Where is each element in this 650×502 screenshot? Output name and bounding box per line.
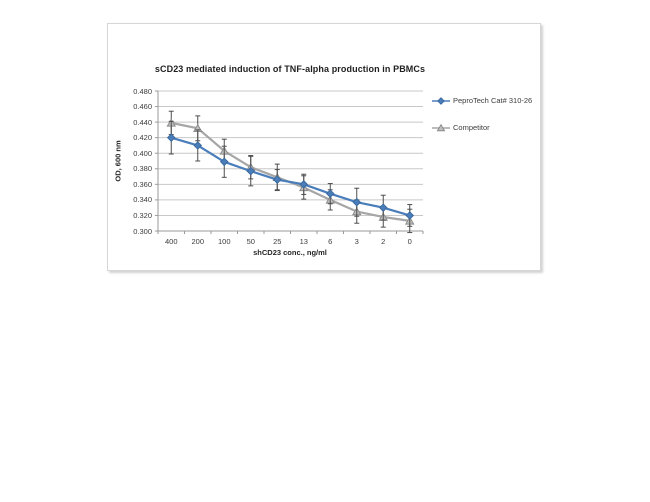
legend-label: Competitor <box>453 123 490 132</box>
series-1 <box>166 110 415 234</box>
y-tick-label: 0.380 <box>133 164 152 174</box>
y-tick-label: 0.460 <box>133 102 152 112</box>
x-tick-label: 100 <box>217 237 231 246</box>
legend-item-peprotech: PeproTech Cat# 310-26 <box>432 95 532 106</box>
series-0 <box>166 120 415 227</box>
x-tick-label: 25 <box>273 237 282 246</box>
chart-frame: sCD23 mediated induction of TNF-alpha pr… <box>107 23 541 271</box>
y-axis-title-text: OD, 600 nm <box>113 140 123 182</box>
axes <box>155 90 424 234</box>
triangle-marker-icon <box>432 123 450 131</box>
y-tick-label: 0.480 <box>133 86 152 96</box>
y-tick-label: 0.320 <box>133 210 152 220</box>
x-tick-label: 3 <box>354 237 359 246</box>
x-tick-label: 50 <box>246 237 255 246</box>
x-tick-label: 0 <box>407 237 412 246</box>
chart-canvas <box>155 90 424 234</box>
chart-title: sCD23 mediated induction of TNF-alpha pr… <box>154 64 426 74</box>
y-tick-label: 0.440 <box>133 117 152 127</box>
y-tick-label: 0.340 <box>133 195 152 205</box>
legend-label: PeproTech Cat# 310-26 <box>453 96 533 105</box>
x-tick-label: 13 <box>299 237 308 246</box>
y-tick-label: 0.300 <box>133 226 152 236</box>
x-tick-label: 400 <box>164 237 178 246</box>
legend-item-competitor: Competitor <box>432 122 532 133</box>
gridlines <box>158 90 423 216</box>
y-tick-label: 0.400 <box>133 148 152 158</box>
y-tick-label: 0.360 <box>133 179 152 189</box>
x-tick-label: 2 <box>381 237 386 246</box>
x-axis-title: shCD23 conc., ng/ml <box>253 248 327 257</box>
y-tick-label: 0.420 <box>133 133 152 143</box>
x-tick-label: 6 <box>328 237 333 246</box>
diamond-marker-icon <box>432 96 450 105</box>
legend: PeproTech Cat# 310-26 Competitor <box>432 95 532 149</box>
x-tick-label: 200 <box>191 237 204 246</box>
